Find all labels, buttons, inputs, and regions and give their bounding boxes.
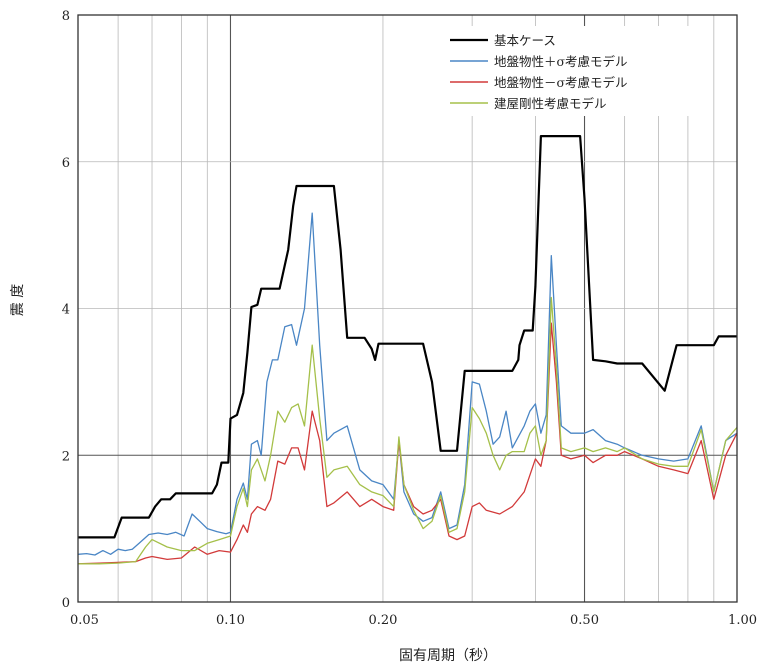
x-tick-label: 0.10	[216, 613, 245, 628]
legend-label: 基本ケース	[494, 33, 556, 48]
x-tick-label: 0.20	[368, 613, 397, 628]
series-line	[78, 296, 738, 565]
x-tick-labels: 0.05 0.10 0.20 0.50 1.00	[70, 613, 757, 628]
y-tick-label: 2	[62, 449, 70, 464]
series-layer	[77, 135, 738, 565]
y-tick-label: 6	[62, 156, 70, 171]
x-axis-label: 固有周期（秒）	[399, 648, 497, 664]
y-axis-label: 震 度	[10, 284, 26, 316]
y-tick-label: 0	[62, 596, 70, 611]
x-tick-label: 0.05	[70, 613, 99, 628]
legend-label: 建屋剛性考慮モデル	[494, 96, 607, 111]
series-line	[77, 212, 738, 556]
series-line	[78, 135, 737, 539]
x-tick-label: 1.00	[728, 613, 757, 628]
y-tick-label: 4	[62, 303, 70, 318]
y-tick-labels: 0 2 4 6 8	[62, 9, 70, 611]
legend-label: 地盤物性－σ考慮モデル	[494, 75, 628, 90]
legend-label: 地盤物性＋σ考慮モデル	[494, 54, 628, 69]
y-tick-label: 8	[62, 9, 70, 24]
x-tick-label: 0.50	[570, 613, 599, 628]
plot-frame	[77, 14, 738, 603]
